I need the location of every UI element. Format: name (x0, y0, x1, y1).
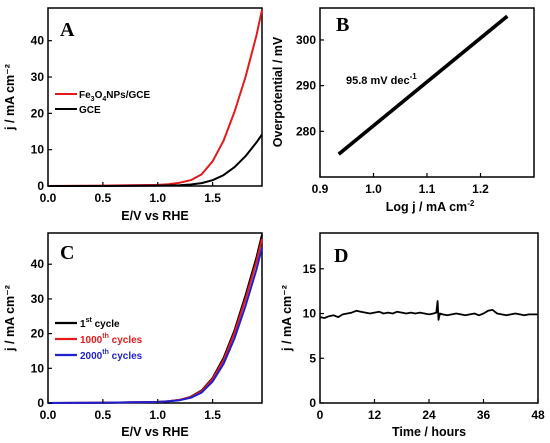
x-tick-label: 1.2 (472, 182, 489, 196)
y-axis-label: Overpotential / mV (271, 36, 285, 147)
x-tick-label: 0.9 (312, 182, 329, 196)
x-axis-label: E/V vs RHE (121, 425, 188, 439)
chart-marks: 0.0 0.5 1.0 1.5 0 10 20 30 40 (31, 9, 263, 205)
legend-label-cycle-2000: 2000th cycles (80, 349, 143, 362)
y-tick-label: 0 (37, 179, 44, 193)
x-tick-label: 12 (368, 408, 382, 422)
series-line-0 (337, 14, 509, 156)
chart-marks: 0 12 24 36 48 0 5 10 15 (303, 262, 545, 422)
panel-letter: A (60, 19, 75, 41)
chart-marks: 0.0 0.5 1.0 1.5 0 10 20 30 40 (31, 234, 263, 422)
y-tick-label: 15 (303, 262, 317, 276)
x-tick-label: 1.0 (149, 191, 166, 205)
x-tick-label: 1.1 (419, 182, 436, 196)
legend-label-gce: GCE (79, 105, 101, 116)
x-tick-label: 0.0 (40, 191, 57, 205)
legend-label-cycle-1000: 1000th cycles (80, 333, 143, 346)
series-line-1 (48, 133, 263, 187)
x-tick-label: 0.0 (40, 408, 57, 422)
y-tick-label: 10 (31, 143, 45, 157)
y-tick-label: 20 (31, 327, 45, 341)
plot-frame (47, 232, 263, 404)
legend: Fe3O4NPs/GCE GCE (55, 90, 150, 116)
x-tick-label: 24 (422, 408, 436, 422)
y-axis-label: j / mA cm⁻² (280, 285, 294, 352)
y-tick-label: 30 (31, 292, 45, 306)
panel-b: 0.9 1.0 1.1 1.2 280 290 300 B 95.8 mV dec-1 Lo… (271, 7, 535, 214)
y-tick-label: 5 (309, 351, 316, 365)
plot-frame (319, 232, 539, 404)
x-tick-label: 1.0 (365, 182, 382, 196)
y-tick-label: 40 (31, 34, 45, 48)
x-tick-label: 36 (477, 408, 491, 422)
x-tick-label: 1.5 (204, 408, 221, 422)
panel-a: 0.0 0.5 1.0 1.5 0 10 20 30 40 A E/V vs RHE j / m… (3, 7, 263, 223)
y-axis-label: j / mA cm⁻² (3, 285, 17, 352)
x-axis-label: E/V vs RHE (121, 209, 188, 223)
x-tick-label: 48 (531, 408, 545, 422)
x-tick-label: 0.5 (95, 408, 112, 422)
y-tick-label: 20 (31, 106, 45, 120)
chart-marks: 0.9 1.0 1.1 1.2 280 290 300 (296, 14, 509, 196)
y-tick-label: 10 (31, 361, 45, 375)
panel-d: 0 12 24 36 48 0 5 10 15 D Time / hours j / mA cm… (280, 232, 545, 439)
legend: 1st cycle 1000th cycles 2000th cycles (55, 317, 143, 362)
plot-frame (319, 7, 535, 178)
legend-label-cycle-1: 1st cycle (80, 317, 120, 330)
x-tick-label: 0 (317, 408, 324, 422)
panel-letter: C (60, 242, 74, 264)
series-line-0 (319, 300, 538, 321)
y-tick-label: 300 (296, 33, 316, 47)
y-tick-label: 10 (303, 307, 317, 321)
x-axis-label: Log j / mA cm-2 (386, 199, 475, 214)
y-tick-label: 0 (37, 396, 44, 410)
y-tick-label: 30 (31, 70, 45, 84)
x-tick-label: 1.0 (149, 408, 166, 422)
y-tick-label: 0 (309, 396, 316, 410)
tafel-slope-annotation: 95.8 mV dec-1 (346, 72, 417, 87)
x-tick-label: 0.5 (95, 191, 112, 205)
legend-label-fe3o4: Fe3O4NPs/GCE (79, 90, 150, 103)
y-tick-label: 40 (31, 257, 45, 271)
y-tick-label: 290 (296, 79, 316, 93)
panel-letter: D (334, 245, 348, 267)
y-axis-label: j / mA cm⁻² (3, 64, 17, 131)
y-tick-label: 280 (296, 124, 316, 138)
x-axis-label: Time / hours (392, 425, 466, 439)
panel-c: 0.0 0.5 1.0 1.5 0 10 20 30 40 C E/V vs RHE j / m… (3, 232, 263, 439)
panel-letter: B (336, 14, 349, 36)
x-tick-label: 1.5 (204, 191, 221, 205)
